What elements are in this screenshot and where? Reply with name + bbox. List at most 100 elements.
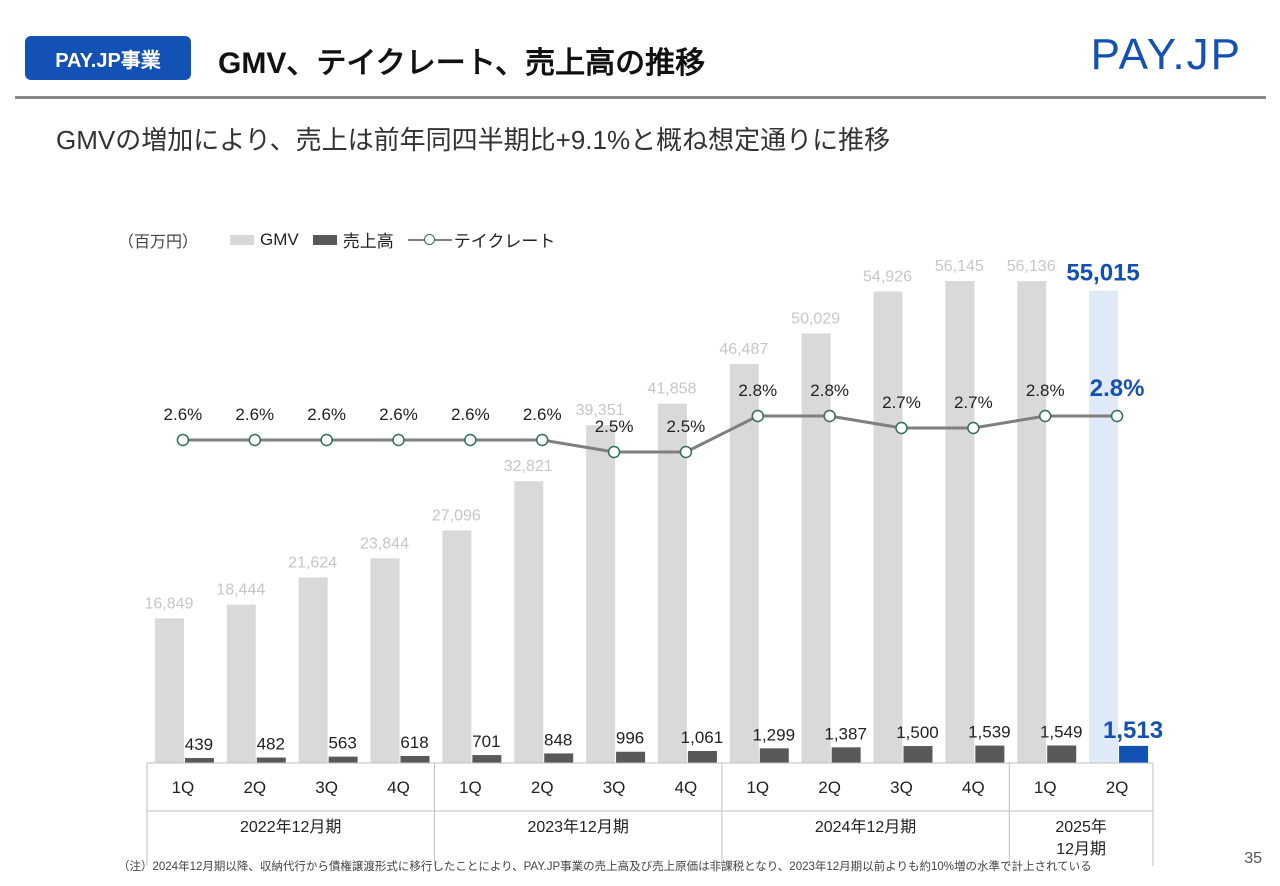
revenue-bar	[400, 756, 430, 763]
legend-revenue-label: 売上高	[342, 232, 394, 251]
revenue-bar	[544, 753, 574, 763]
takerate-data-label: 2.5%	[595, 417, 634, 436]
takerate-marker	[751, 409, 765, 423]
gmv-data-label: 18,444	[216, 582, 265, 599]
logo-right: JP	[1186, 30, 1242, 79]
revenue-data-label: 618	[400, 733, 428, 752]
logo-left: PAY.	[1090, 30, 1187, 79]
gmv-bar	[514, 481, 544, 763]
revenue-bar	[687, 751, 717, 763]
revenue-bar	[328, 756, 358, 763]
page-number: 35	[1244, 850, 1262, 867]
legend-takerate: テイクレート	[407, 227, 555, 252]
revenue-data-label: 701	[472, 732, 500, 751]
revenue-bar	[831, 747, 861, 763]
takerate-data-label: 2.6%	[451, 405, 490, 424]
takerate-marker	[464, 433, 477, 447]
takerate-marker	[607, 445, 621, 459]
takerate-data-label: 2.6%	[164, 405, 203, 424]
gmv-bar	[1089, 290, 1119, 763]
revenue-bar	[184, 758, 214, 763]
revenue-data-label: 563	[328, 734, 356, 753]
chart-legend: GMV 売上高 テイクレート	[230, 227, 569, 252]
page-title: GMV、テイクレート、売上高の推移	[218, 47, 706, 80]
takerate-marker	[392, 433, 405, 447]
header-divider	[15, 96, 1266, 99]
quarter-tick-label: 4Q	[675, 778, 698, 797]
quarter-tick-label: 2Q	[818, 778, 841, 797]
revenue-bar	[903, 746, 933, 763]
legend-gmv: GMV	[230, 230, 299, 250]
fiscal-year-label: 2024年12月期	[815, 818, 916, 836]
takerate-data-label: 2.6%	[235, 405, 274, 424]
revenue-bar	[472, 755, 502, 763]
takerate-marker	[535, 433, 549, 447]
takerate-marker	[823, 409, 836, 423]
takerate-marker	[320, 433, 333, 447]
footnote: （注）2024年12月期以降、収納代行から債権譲渡形式に移行したことにより、PA…	[118, 861, 1092, 873]
revenue-bar	[975, 745, 1005, 763]
gmv-data-label: 56,136	[1007, 258, 1056, 275]
revenue-bar	[1119, 745, 1149, 763]
quarter-tick-label: 4Q	[962, 778, 985, 797]
quarter-tick-label: 1Q	[1034, 778, 1057, 797]
takerate-marker	[679, 445, 693, 459]
gmv-bar	[442, 530, 472, 763]
gmv-bar	[370, 558, 400, 763]
slide-subtitle: GMVの増加により、売上は前年同四半期比+9.1%と概ね想定通りに推移	[56, 125, 891, 155]
takerate-marker	[176, 433, 190, 447]
payjp-logo: PAY.JP	[1091, 30, 1242, 80]
takerate-data-label: 2.6%	[379, 405, 418, 424]
revenue-bar	[759, 748, 789, 763]
revenue-data-label: 1,549	[1040, 722, 1083, 741]
gmv-data-label: 56,145	[935, 258, 984, 275]
quarter-tick-label: 1Q	[459, 778, 482, 797]
revenue-bar	[616, 751, 646, 763]
legend-gmv-swatch	[230, 234, 254, 245]
gmv-data-label: 23,844	[360, 535, 409, 552]
revenue-data-label: 1,299	[753, 725, 796, 744]
gmv-data-label: 55,015	[1066, 260, 1139, 287]
legend-gmv-label: GMV	[260, 229, 299, 249]
legend-revenue-swatch	[312, 234, 337, 245]
fiscal-year-label: 2025年	[1055, 818, 1107, 836]
legend-revenue: 売上高	[312, 227, 394, 252]
takerate-data-label: 2.8%	[738, 381, 777, 400]
takerate-data-label: 2.6%	[523, 405, 562, 424]
gmv-bar	[586, 425, 616, 763]
takerate-data-label: 2.6%	[307, 405, 346, 424]
revenue-bar	[1047, 745, 1077, 763]
gmv-bar	[298, 577, 328, 763]
quarter-tick-label: 3Q	[890, 778, 913, 797]
quarter-tick-label: 3Q	[603, 778, 626, 797]
takerate-marker	[967, 421, 980, 435]
revenue-data-label: 1,513	[1103, 717, 1163, 744]
unit-label: （百万円）	[118, 234, 199, 251]
gmv-bar	[801, 333, 831, 763]
legend-takerate-swatch	[407, 233, 452, 247]
gmv-bar	[1017, 281, 1047, 763]
quarter-tick-label: 2Q	[1106, 778, 1129, 797]
takerate-data-label: 2.7%	[882, 393, 921, 412]
fiscal-year-label: 2023年12月期	[527, 818, 628, 836]
revenue-data-label: 996	[616, 729, 644, 748]
fiscal-year-label: 12月期	[1056, 840, 1106, 858]
revenue-data-label: 1,500	[896, 723, 939, 742]
revenue-data-label: 1,539	[968, 723, 1011, 742]
revenue-data-label: 1,061	[681, 728, 724, 747]
gmv-data-label: 21,624	[288, 554, 337, 571]
gmv-data-label: 46,487	[719, 341, 768, 358]
revenue-bar	[256, 757, 286, 763]
quarter-tick-label: 3Q	[315, 778, 338, 797]
gmv-bar	[154, 618, 184, 763]
gmv-bar	[226, 604, 256, 763]
gmv-data-label: 41,858	[647, 381, 696, 398]
takerate-marker	[1110, 409, 1124, 423]
gmv-bar	[873, 291, 903, 763]
quarter-tick-label: 2Q	[531, 778, 554, 797]
fiscal-year-label: 2022年12月期	[240, 818, 341, 836]
quarter-tick-label: 1Q	[746, 778, 769, 797]
takerate-data-label: 2.8%	[1090, 375, 1145, 402]
revenue-data-label: 482	[257, 735, 285, 754]
